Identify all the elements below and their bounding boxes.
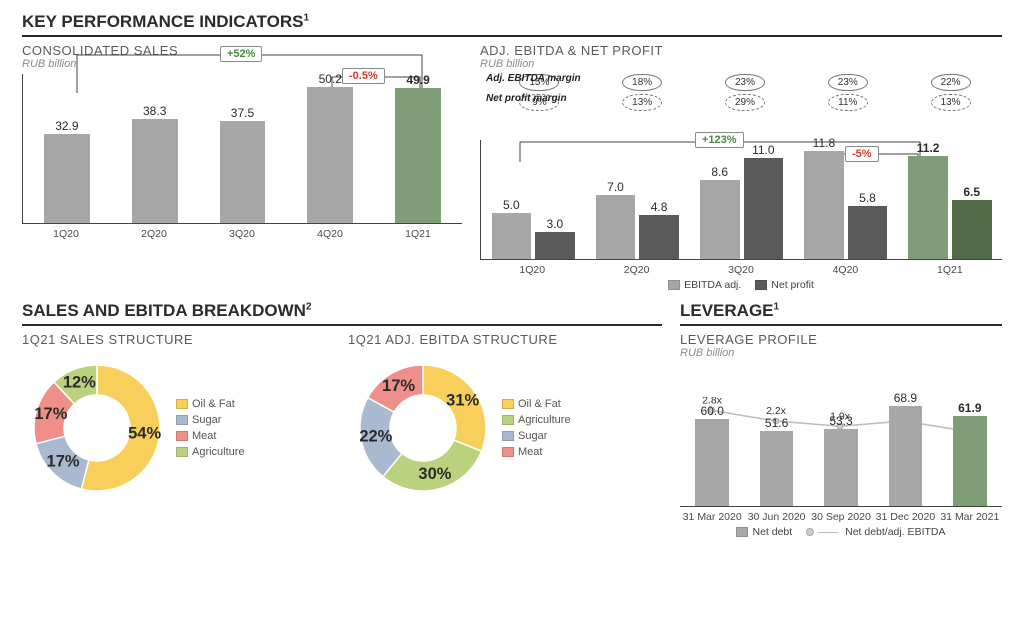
donut-sales: 54% 17% 17% 12%: [22, 353, 172, 503]
leverage-heading-sup: 1: [774, 301, 780, 312]
kpi-heading-text: KEY PERFORMANCE INDICATORS: [22, 12, 303, 31]
donut-ebitda-title: 1Q21 ADJ. EBITDA STRUCTURE: [348, 332, 662, 347]
ebitda-subtitle: RUB billion: [480, 58, 1002, 70]
breakdown-heading-sup: 2: [306, 301, 312, 312]
svg-text:17%: 17%: [34, 405, 67, 423]
donut-ebitda: 31% 30% 22% 17%: [348, 353, 498, 503]
donut-sales-panel: 1Q21 SALES STRUCTURE 54% 17% 17% 12% Oil & …: [22, 332, 336, 503]
ebitda-bars: 5.03.07.04.88.611.011.85.811.26.5: [480, 140, 1002, 260]
svg-text:17%: 17%: [382, 377, 415, 395]
sales-callout-qoq: -0.5%: [342, 68, 385, 84]
leverage-legend: Net debt Net debt/adj. EBITDA: [680, 526, 1002, 538]
ebitda-legend: EBITDA adj.Net profit: [480, 279, 1002, 291]
leverage-panel: LEVERAGE PROFILE RUB billion 2.8x2.2x1.9…: [680, 332, 1002, 538]
ebitda-callout-qoq: -5%: [845, 146, 879, 162]
svg-text:30%: 30%: [418, 465, 451, 483]
breakdown-heading-text: SALES AND EBITDA BREAKDOWN: [22, 301, 306, 320]
sales-bars: 32.938.337.550.249.9: [22, 74, 462, 224]
ebitda-callout-yoy: +123%: [695, 132, 744, 148]
svg-text:22%: 22%: [359, 427, 392, 445]
sales-callout-yoy: +52%: [220, 46, 262, 62]
donut-ebitda-panel: 1Q21 ADJ. EBITDA STRUCTURE 31%30%22%17% …: [348, 332, 662, 503]
sales-xlabels: 1Q202Q203Q204Q201Q21: [22, 228, 462, 240]
leverage-heading: LEVERAGE1: [680, 301, 1002, 326]
donut-sales-title: 1Q21 SALES STRUCTURE: [22, 332, 336, 347]
svg-text:54%: 54%: [128, 424, 161, 442]
kpi-heading-sup: 1: [303, 12, 309, 23]
svg-text:31%: 31%: [446, 391, 479, 409]
leverage-sub: RUB billion: [680, 347, 1002, 359]
leverage-subtitle: LEVERAGE PROFILE: [680, 332, 1002, 347]
sales-panel: CONSOLIDATED SALES RUB billion +52% -0.5…: [22, 43, 462, 291]
leverage-heading-text: LEVERAGE: [680, 301, 774, 320]
donut-ebitda-legend: Oil & FatAgricultureSugarMeat: [502, 394, 571, 462]
svg-text:12%: 12%: [63, 374, 96, 392]
kpi-heading: KEY PERFORMANCE INDICATORS1: [22, 12, 1002, 37]
svg-text:17%: 17%: [47, 452, 80, 470]
donut-sales-legend: Oil & FatSugarMeatAgriculture: [176, 394, 245, 462]
ebitda-panel: ADJ. EBITDA & NET PROFIT RUB billion Adj…: [480, 43, 1002, 291]
breakdown-heading: SALES AND EBITDA BREAKDOWN2: [22, 301, 662, 326]
ebitda-margin-bubbles: Adj. EBITDA margin15%18%23%23%22%Net pro…: [480, 74, 1002, 114]
ebitda-title: ADJ. EBITDA & NET PROFIT: [480, 43, 1002, 58]
ebitda-xlabels: 1Q202Q203Q204Q201Q21: [480, 264, 1002, 276]
leverage-xlabels: 31 Mar 202030 Jun 202030 Sep 202031 Dec …: [680, 511, 1002, 523]
